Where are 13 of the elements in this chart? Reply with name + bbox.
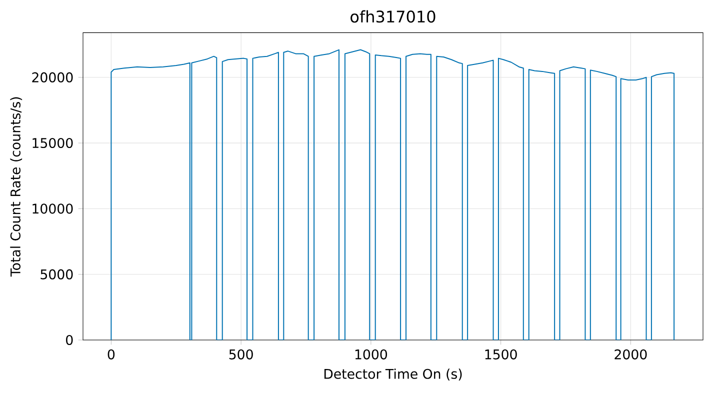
x-tick-label: 1500 (485, 349, 517, 360)
x-tick-label: 1000 (355, 349, 388, 360)
x-tick-label: 0 (108, 349, 115, 360)
y-tick-label: 0 (66, 334, 73, 346)
x-axis-title: Detector Time On (s) (324, 368, 462, 381)
x-tick-label: 2000 (614, 349, 647, 360)
y-axis-title: Total Count Rate (counts/s) (10, 97, 22, 277)
y-tick-label: 20000 (32, 72, 73, 82)
y-tick-label: 15000 (32, 138, 73, 148)
chart-title: ofh317010 (350, 10, 436, 23)
x-tick-label: 500 (229, 349, 253, 360)
y-tick-label: 5000 (40, 269, 73, 280)
y-tick-label: 10000 (32, 204, 73, 214)
